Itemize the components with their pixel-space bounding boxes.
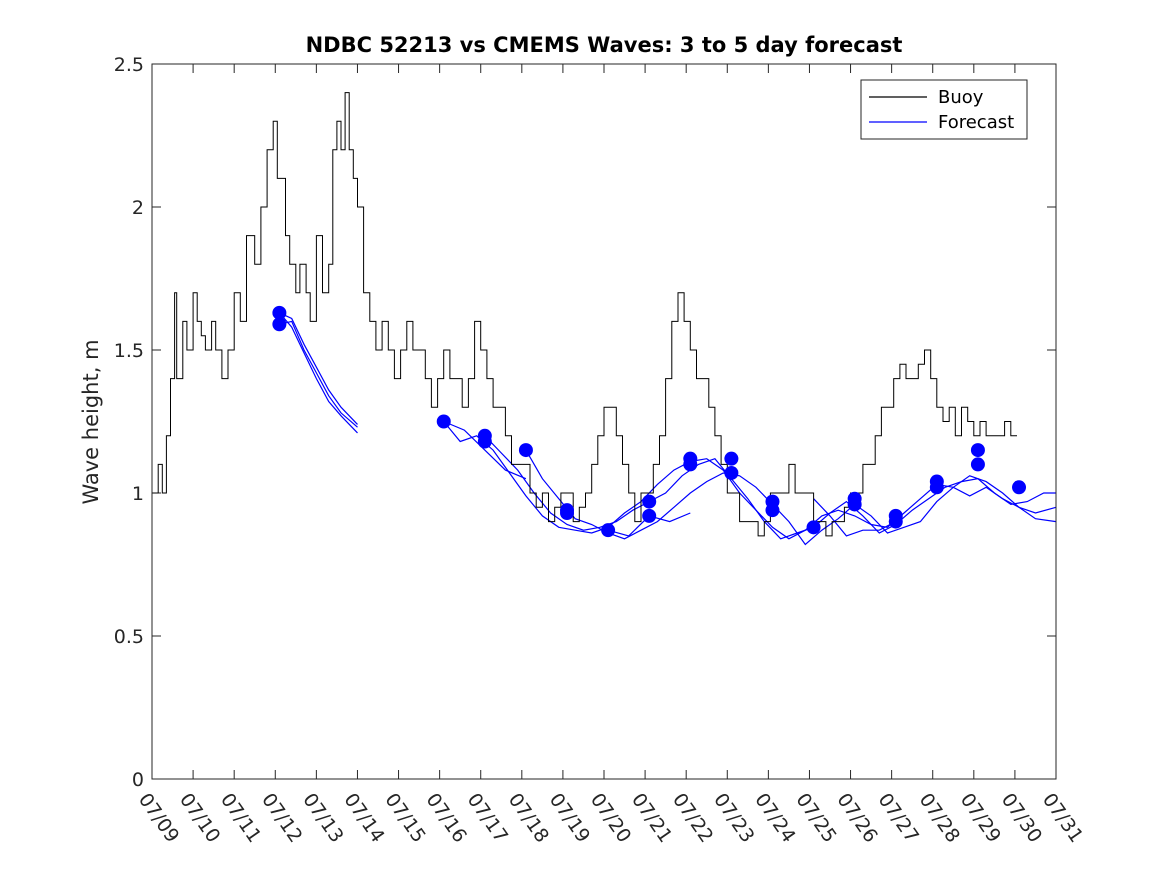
x-tick-label: 07/28 bbox=[915, 789, 964, 846]
forecast-line bbox=[443, 420, 527, 480]
forecast-marker bbox=[601, 523, 616, 538]
x-axis: 07/0907/1007/1107/1207/1307/1407/1507/16… bbox=[134, 64, 1087, 847]
legend-label-forecast: Forecast bbox=[938, 112, 1014, 133]
forecast-line bbox=[484, 435, 1056, 540]
y-tick-label: 0.5 bbox=[114, 626, 144, 648]
x-tick-label: 07/29 bbox=[956, 789, 1005, 846]
forecast-line bbox=[813, 498, 896, 537]
legend: Buoy Forecast bbox=[860, 79, 1028, 140]
x-tick-label: 07/15 bbox=[380, 789, 429, 846]
x-tick-label: 07/27 bbox=[874, 789, 923, 846]
x-tick-label: 07/10 bbox=[175, 789, 224, 846]
x-tick-label: 07/26 bbox=[832, 789, 881, 846]
buoy-line bbox=[152, 92, 1017, 537]
x-tick-label: 07/25 bbox=[791, 789, 840, 846]
forecast-marker bbox=[1012, 480, 1027, 495]
y-axis: 0 0.5 1 1.5 2 2.5 bbox=[114, 54, 1056, 791]
x-tick-label: 07/31 bbox=[1038, 789, 1087, 846]
x-tick-label: 07/17 bbox=[463, 789, 512, 846]
x-tick-label: 07/09 bbox=[134, 789, 183, 846]
forecast-line bbox=[279, 312, 358, 425]
y-tick-label: 1 bbox=[132, 483, 144, 505]
y-tick-label: 1.5 bbox=[114, 340, 144, 362]
x-tick-label: 07/14 bbox=[339, 789, 388, 846]
chart-title: NDBC 52213 vs CMEMS Waves: 3 to 5 day fo… bbox=[306, 33, 903, 57]
x-tick-label: 07/11 bbox=[216, 789, 265, 846]
forecast-marker bbox=[970, 457, 985, 472]
forecast-marker bbox=[272, 305, 287, 320]
x-tick-label: 07/24 bbox=[750, 789, 799, 846]
x-tick-label: 07/21 bbox=[627, 789, 676, 846]
x-tick-label: 07/19 bbox=[545, 789, 594, 846]
forecast-marker bbox=[929, 480, 944, 495]
forecast-marker bbox=[477, 434, 492, 449]
forecast-marker bbox=[765, 503, 780, 518]
y-tick-label: 0 bbox=[132, 769, 144, 791]
forecast-marker bbox=[272, 317, 287, 332]
forecast-marker bbox=[560, 506, 575, 521]
forecast-marker bbox=[888, 514, 903, 529]
forecast-marker bbox=[970, 443, 985, 458]
forecast-marker bbox=[847, 497, 862, 512]
x-tick-label: 07/23 bbox=[709, 789, 758, 846]
forecast-marker bbox=[724, 465, 739, 480]
forecast-marker bbox=[683, 457, 698, 472]
x-tick-label: 07/22 bbox=[668, 789, 717, 846]
forecast-line bbox=[278, 312, 358, 434]
x-tick-label: 07/30 bbox=[997, 789, 1046, 846]
plot-area bbox=[152, 92, 1057, 546]
legend-box bbox=[860, 79, 1028, 140]
y-tick-label: 2.5 bbox=[114, 54, 144, 76]
x-tick-label: 07/18 bbox=[504, 789, 553, 846]
forecast-marker bbox=[642, 494, 657, 509]
forecast-line bbox=[279, 320, 358, 428]
forecast-marker bbox=[518, 443, 533, 458]
x-tick-label: 07/12 bbox=[257, 789, 306, 846]
forecast-marker bbox=[806, 520, 821, 535]
legend-label-buoy: Buoy bbox=[938, 87, 984, 108]
x-tick-label: 07/20 bbox=[586, 789, 635, 846]
forecast-marker bbox=[436, 414, 451, 429]
y-axis-label: Wave height, m bbox=[79, 339, 103, 504]
forecast-marker bbox=[642, 508, 657, 523]
forecast-marker bbox=[724, 451, 739, 466]
forecast-line bbox=[443, 421, 1057, 540]
x-tick-label: 07/16 bbox=[422, 789, 471, 846]
axes-box bbox=[151, 63, 1057, 780]
x-tick-label: 07/13 bbox=[298, 789, 347, 846]
y-tick-label: 2 bbox=[132, 197, 144, 219]
forecast-line bbox=[525, 449, 1057, 546]
